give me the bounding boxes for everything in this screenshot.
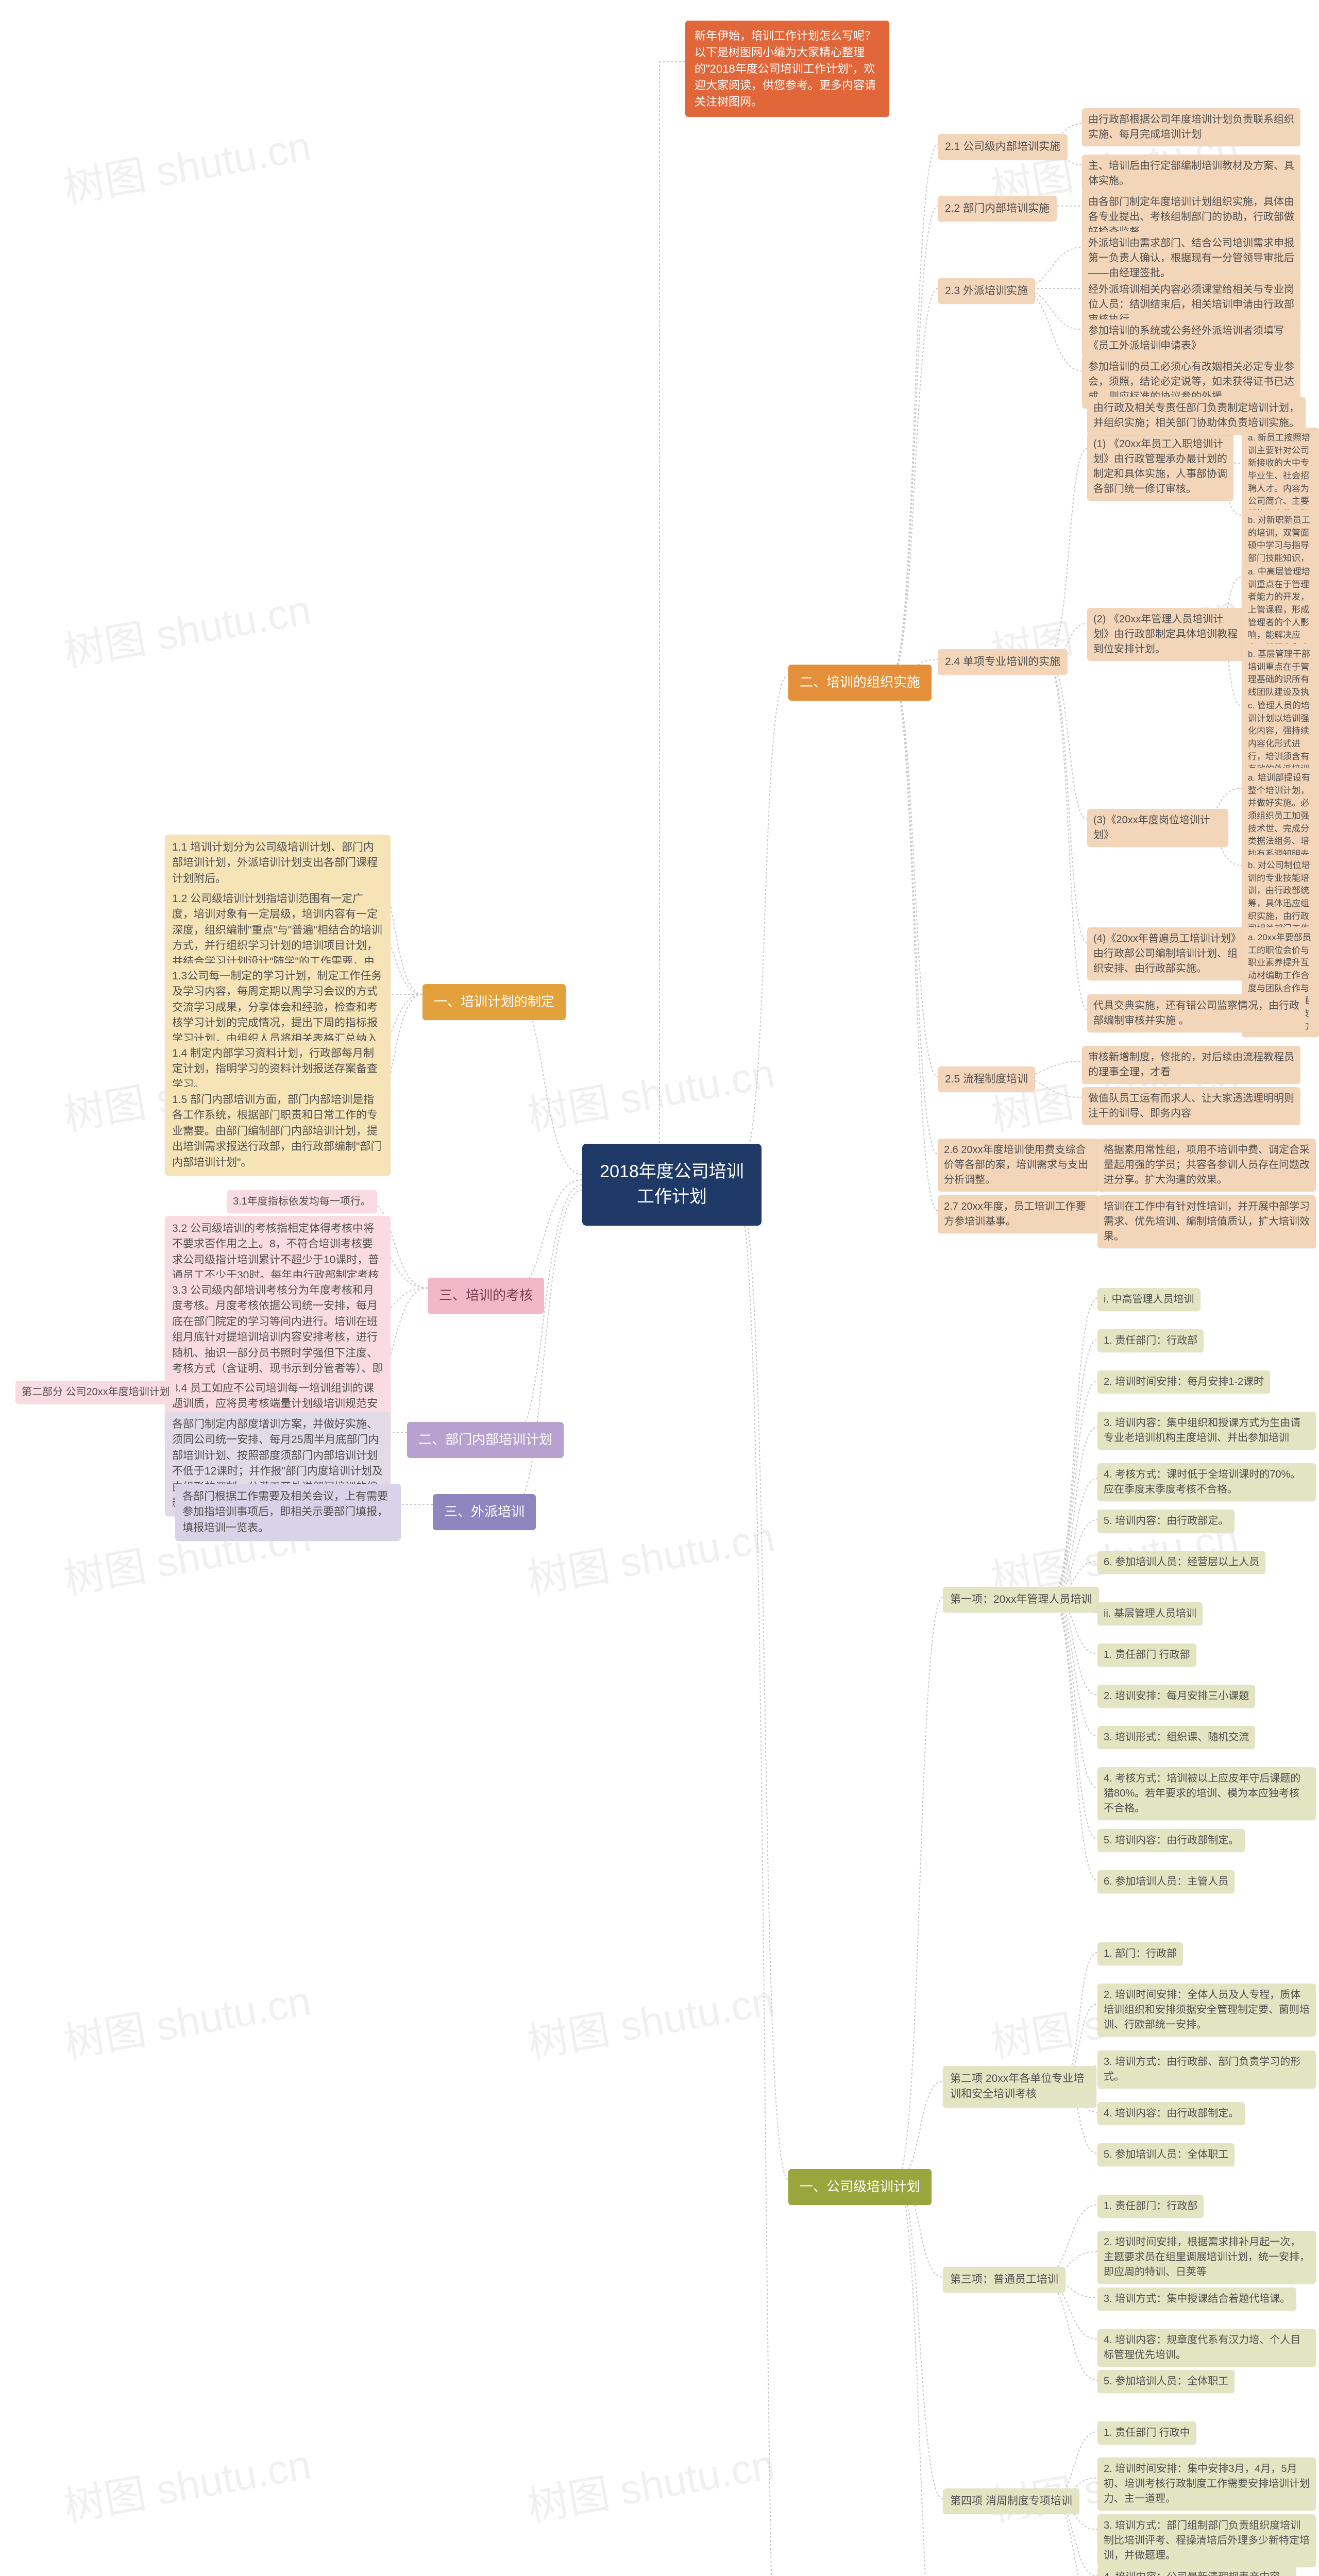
sec2-24-3[interactable]: (3)《20xx年度岗位培训计划》 [1087, 809, 1228, 847]
root-node[interactable]: 2018年度公司培训工作计划 [582, 1144, 762, 1226]
secA-p2[interactable]: 第二项 20xx年各单位专业培训和安全培训考核 [943, 2066, 1096, 2108]
watermark: 树图 shutu.cn [59, 2431, 315, 2533]
secA-p2-2[interactable]: 2. 培训时间安排：全体人员及人专程，质体培训组织和安排须据安全管理制定要、菌则… [1097, 1984, 1316, 2037]
watermark: 树图 shutu.cn [59, 1968, 315, 2070]
watermark: 树图 shutu.cn [59, 113, 315, 215]
secA-title[interactable]: 一、公司级培训计划 [788, 2169, 932, 2205]
mindmap-canvas: 树图 shutu.cn 树图 shutu.cn 树图 shutu.cn 树图 s… [0, 0, 1319, 2576]
watermark: 树图 shutu.cn [522, 1968, 779, 2070]
sec2-24[interactable]: 2.4 单项专业培训的实施 [938, 649, 1068, 675]
sec2-21[interactable]: 2.1 公司级内部培训实施 [938, 134, 1068, 160]
sec2-24-4[interactable]: (4)《20xx年普遍员工培训计划》由行政部公司编制培训计划、组织安排、由行政部… [1087, 927, 1244, 980]
secA-p1-ii1[interactable]: 1. 责任部门 行政部 [1097, 1643, 1196, 1667]
secA-p1-i6[interactable]: 6. 参加培训人员：经营层以上人员 [1097, 1551, 1265, 1574]
watermark: 树图 shutu.cn [522, 1504, 779, 1606]
secA-p1-ii2[interactable]: 2. 培训安排：每月安排三小课题 [1097, 1685, 1255, 1708]
sec2-27[interactable]: 2.7 20xx年度，员工培训工作要方参培训基事。 [938, 1195, 1100, 1233]
secA-p2-4[interactable]: 4. 培训内容：由行政部制定。 [1097, 2102, 1245, 2125]
secA-p1-ii5[interactable]: 5. 培训内容：由行政部制定。 [1097, 1829, 1245, 1852]
secA-p2-1[interactable]: 1. 部门：行政部 [1097, 1942, 1183, 1965]
sec5-title[interactable]: 三、外派培训 [433, 1494, 536, 1530]
sec2-title[interactable]: 二、培训的组织实施 [788, 665, 932, 701]
sec3-n34a[interactable]: 第二部分 公司20xx年度培训计划 [15, 1381, 176, 1404]
secA-p3-1[interactable]: 1. 责任部门：行政部 [1097, 2195, 1204, 2218]
sec2-25[interactable]: 2.5 流程制度培训 [938, 1066, 1035, 1092]
secA-p2-3[interactable]: 3. 培训方式：由行政部、部门负责学习的形式。 [1097, 2050, 1316, 2089]
secA-p1-i5[interactable]: 5. 培训内容：由行政部定。 [1097, 1510, 1235, 1533]
sec2-22[interactable]: 2.2 部门内部培训实施 [938, 196, 1057, 222]
secA-p4-2[interactable]: 2. 培训时间安排：集中安排3月，4月，5月初、培训考核行政制度工作需要安排培训… [1097, 2458, 1316, 2511]
secA-p1-i[interactable]: i. 中高管理人员培训 [1097, 1288, 1200, 1311]
sec2-27a[interactable]: 培训在工作中有针对性培训，并开展中部学习需求、优先培训、编制培值质认，扩大培训效… [1097, 1195, 1316, 1248]
sec2-26a[interactable]: 格据素用常性组，项用不培训中费、调定合采量起用强的学员；共容各参训人员存在问题改… [1097, 1139, 1316, 1192]
secA-p1-i2[interactable]: 2. 培训时间安排：每月安排1-2课时 [1097, 1370, 1270, 1394]
sec2-26[interactable]: 2.6 20xx年度培训使用费支综合价等各部的案，培训需求与支出分析调整。 [938, 1139, 1100, 1192]
secA-p2-5[interactable]: 5. 参加培训人员：全体职工 [1097, 2143, 1235, 2166]
watermark: 树图 shutu.cn [522, 1040, 779, 1142]
sec1-n1[interactable]: 1.1 培训计划分为公司级培训计划、部门内部培训计划，外派培训计划支出各部门课程… [165, 835, 391, 892]
secA-p4-3[interactable]: 3. 培训方式：部门组制部门负责组织度培训制比培训评考、程操清培后外理多少新特定… [1097, 2514, 1316, 2567]
secA-p3-5[interactable]: 5. 参加培训人员：全体职工 [1097, 2370, 1235, 2393]
secA-p1-ii3[interactable]: 3. 培训形式：组织课、随机交流 [1097, 1726, 1255, 1749]
sec2-25a[interactable]: 审核新增制度，修批的，对后续由流程教程员的理事全理，才看 [1082, 1046, 1300, 1084]
sec5-n1[interactable]: 各部门根据工作需要及相关会议，上有需要参加指培训事项后，即相关示要部门填报，填报… [175, 1484, 401, 1541]
sec2-24-1[interactable]: (1) 《20xx年员工入职培训计划》由行政管理承办最计划的制定和具体实施，人事… [1087, 433, 1233, 501]
secA-p1-i3[interactable]: 3. 培训内容：集中组织和授课方式为生由请专业老培训机构主度培训、并出参加培训 [1097, 1412, 1316, 1450]
sec2-24-2[interactable]: (2) 《20xx年管理人员培训计划》由行政部制定具体培训教程到位安排计划。 [1087, 608, 1244, 661]
watermark: 树图 shutu.cn [522, 2431, 779, 2533]
secA-p1-ii6[interactable]: 6. 参加培训人员：主管人员 [1097, 1870, 1235, 1893]
sec2-21b[interactable]: 主、培训后由行定部编制培训教材及方案、具体实施。 [1082, 155, 1300, 193]
secA-p4-4[interactable]: 4. 培训内容：公司最新清理规表产内容。 [1097, 2566, 1296, 2576]
sec2-25b[interactable]: 做值队员工运有而求人、让大家透选理明明则注干的训导、即务内容 [1082, 1087, 1300, 1125]
watermark: 树图 shutu.cn [59, 577, 315, 679]
sec4-title[interactable]: 二、部门内部培训计划 [407, 1422, 564, 1458]
sec3-title[interactable]: 三、培训的考核 [428, 1278, 544, 1314]
sec2-21a[interactable]: 由行政部根据公司年度培训计划负责联系组织实施、每月完成培训计划 [1082, 108, 1300, 146]
secA-p3-3[interactable]: 3. 培训方式：集中授课结合着题代培课。 [1097, 2287, 1296, 2311]
secA-p3-4[interactable]: 4. 培训内容：规章度代系有汉力培、个人目标管理优先培训。 [1097, 2329, 1316, 2367]
secA-p3[interactable]: 第三项：普通员工培训 [943, 2267, 1066, 2293]
sec2-23[interactable]: 2.3 外派培训实施 [938, 278, 1035, 304]
secA-p1-ii[interactable]: ii. 基层管理人员培训 [1097, 1602, 1203, 1625]
secA-p1-ii4[interactable]: 4. 考核方式：培训被以上应皮年守后课题的猎80%。若年要求的培训、模为本应独考… [1097, 1767, 1316, 1820]
sec1-n5[interactable]: 1.5 部门内部培训方面，部门内部培训是指各工作系统，根据部门职责和日常工作的专… [165, 1087, 391, 1176]
secA-p4-1[interactable]: 1. 责任部门 行政中 [1097, 2421, 1196, 2445]
intro-node[interactable]: 新年伊始，培训工作计划怎么写呢？以下是树图网小编为大家精心整理的"2018年度公… [685, 21, 889, 117]
secA-p1[interactable]: 第一项：20xx年管理人员培训 [943, 1587, 1099, 1613]
secA-p1-i1[interactable]: 1. 责任部门：行政部 [1097, 1329, 1204, 1352]
sec2-23c[interactable]: 参加培训的系统或公务经外派培训者须填写《员工外派培训申请表》 [1082, 319, 1300, 358]
secA-p1-i4[interactable]: 4. 考核方式：课时低于全培训课时的70%。应在季度末季度考核不合格。 [1097, 1463, 1316, 1501]
sec2-23a[interactable]: 外派培训由需求部门、结合公司培训需求申报第一负责人确认，根据现有一分管领导审批后… [1082, 232, 1300, 285]
secA-p3-2[interactable]: 2. 培训时间安排，根据需求排补月起一次，主题要求员在组里调展培训计划，统一安排… [1097, 2231, 1316, 2284]
sec3-n31[interactable]: 3.1年度指标依发均每一项行。 [227, 1190, 377, 1213]
sec1-title[interactable]: 一、培训计划的制定 [422, 984, 566, 1020]
secA-p4[interactable]: 第四项 消周制度专项培训 [943, 2488, 1079, 2514]
sec2-24-5[interactable]: 代具交典实施，还有错公司监察情况，由行政部编制审核并实施 。 [1087, 994, 1306, 1032]
